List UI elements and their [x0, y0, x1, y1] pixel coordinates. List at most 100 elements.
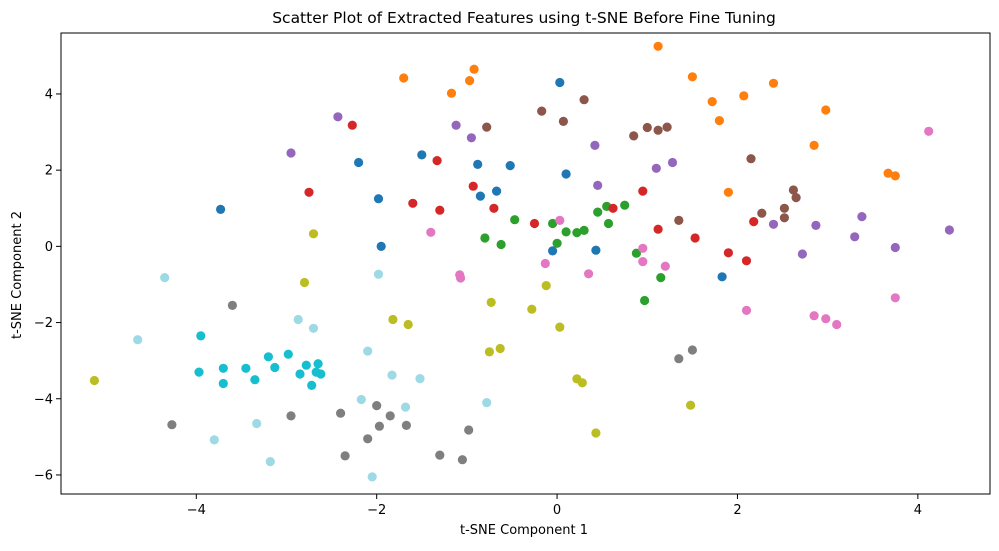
- scatter-point: [561, 227, 571, 237]
- scatter-point: [505, 161, 515, 171]
- scatter-point: [555, 322, 565, 332]
- scatter-point: [227, 300, 237, 310]
- scatter-point: [832, 319, 842, 330]
- scatter-point: [373, 269, 384, 279]
- scatter-point: [656, 273, 666, 283]
- scatter-series-7: [167, 300, 698, 465]
- scatter-point: [340, 451, 350, 461]
- scatter-point: [356, 394, 366, 405]
- scatter-point: [739, 91, 749, 101]
- x-tick-label: 2: [733, 503, 741, 518]
- scatter-point: [561, 169, 571, 179]
- scatter-point: [591, 428, 601, 438]
- scatter-point: [399, 73, 409, 83]
- scatter-point: [286, 411, 296, 421]
- scatter-point: [593, 180, 603, 190]
- x-tick-label: −2: [367, 503, 386, 518]
- scatter-point: [347, 120, 357, 130]
- scatter-point: [620, 200, 630, 210]
- scatter-point: [218, 363, 228, 373]
- scatter-point: [821, 314, 831, 324]
- scatter-point: [660, 261, 670, 271]
- scatter-point: [492, 186, 502, 196]
- scatter-point: [579, 225, 589, 235]
- plot-frame: [60, 32, 991, 495]
- x-axis-label: t-SNE Component 1: [460, 523, 588, 538]
- scatter-point: [469, 64, 479, 74]
- scatter-point: [590, 140, 600, 150]
- scatter-point: [527, 304, 537, 314]
- scatter-point: [584, 269, 594, 279]
- scatter-point: [374, 421, 384, 431]
- scatter-point: [593, 207, 603, 217]
- y-tick-label: −2: [34, 316, 53, 331]
- scatter-point: [194, 367, 204, 377]
- scatter-point: [308, 229, 319, 239]
- scatter-point: [376, 241, 386, 251]
- scatter-point: [475, 191, 485, 201]
- scatter-point: [653, 224, 663, 234]
- y-tick-label: 4: [45, 87, 53, 102]
- scatter-point: [307, 380, 317, 390]
- scatter-point: [811, 220, 821, 230]
- scatter-point: [674, 354, 684, 364]
- scatter-point: [209, 435, 219, 445]
- scatter-point: [196, 331, 206, 341]
- scatter-point: [468, 181, 478, 191]
- scatter-point: [482, 398, 492, 408]
- scatter-point: [167, 420, 177, 430]
- scatter-point: [432, 156, 442, 166]
- scatter-point: [495, 343, 505, 354]
- scatter-series-9: [194, 331, 326, 390]
- scatter-point: [779, 203, 790, 213]
- scatter-point: [529, 218, 540, 229]
- scatter-point: [579, 95, 589, 105]
- points-layer: [89, 41, 955, 482]
- scatter-point: [631, 248, 642, 258]
- scatter-point: [401, 420, 411, 430]
- scatter-point: [465, 76, 475, 86]
- scatter-point: [638, 257, 648, 267]
- scatter-point: [797, 249, 808, 259]
- scatter-point: [89, 375, 99, 386]
- scatter-point: [768, 219, 779, 229]
- scatter-point: [456, 273, 466, 283]
- scatter-series-2: [480, 200, 666, 306]
- scatter-point: [363, 434, 373, 444]
- scatter-point: [653, 125, 663, 135]
- scatter-point: [466, 133, 476, 143]
- scatter-point: [388, 314, 398, 325]
- scatter-point: [629, 131, 639, 141]
- scatter-point: [857, 212, 867, 222]
- scatter-point: [480, 233, 490, 243]
- ticks-layer: −4 −2 0 2 4 −6 −4 −2 0 2 4: [34, 87, 922, 518]
- scatter-point: [686, 400, 696, 410]
- scatter-point: [482, 122, 492, 132]
- scatter-point: [577, 378, 587, 388]
- scatter-series-6: [426, 126, 934, 330]
- scatter-point: [486, 297, 496, 307]
- scatter-point: [890, 171, 900, 181]
- y-tick-label: −6: [34, 468, 53, 483]
- x-tick-label: 0: [553, 503, 561, 518]
- scatter-point: [510, 215, 520, 225]
- scatter-point: [638, 243, 648, 253]
- scatter-point: [435, 205, 445, 215]
- scatter-point: [265, 457, 275, 467]
- scatter-point: [572, 228, 582, 238]
- scatter-point: [850, 232, 860, 242]
- scatter-point: [651, 163, 661, 173]
- scatter-point: [316, 369, 326, 379]
- scatter-point: [435, 450, 445, 460]
- scatter-point: [591, 245, 601, 255]
- scatter-point: [387, 370, 397, 380]
- scatter-point: [809, 140, 819, 150]
- scatter-point: [555, 77, 565, 88]
- scatter-point: [640, 295, 650, 306]
- scatter-series-3: [304, 120, 759, 266]
- scatter-point: [308, 323, 319, 333]
- x-tick-label: −4: [187, 503, 206, 518]
- scatter-point: [446, 88, 457, 98]
- scatter-point: [426, 227, 436, 237]
- scatter-point: [372, 401, 382, 411]
